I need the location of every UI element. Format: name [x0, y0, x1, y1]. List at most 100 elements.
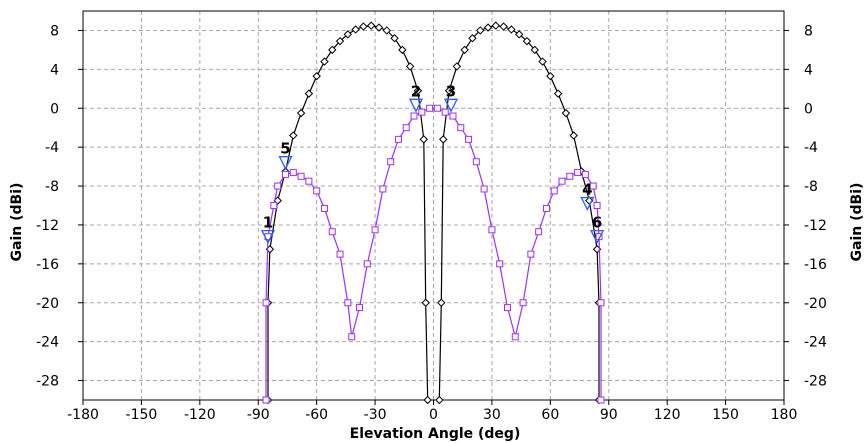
- x-tick-label: -30: [364, 407, 387, 423]
- diamond-point: [413, 86, 423, 95]
- x-tick-label: -60: [305, 407, 328, 423]
- square-point: [593, 202, 601, 209]
- square-point: [542, 204, 550, 212]
- x-tick-label: 30: [483, 407, 501, 423]
- diamond-point: [435, 395, 444, 405]
- square-point: [320, 204, 328, 212]
- diamond-point: [382, 26, 391, 35]
- diamond-point: [499, 22, 508, 31]
- diamond-point: [366, 21, 376, 30]
- square-point: [480, 185, 488, 193]
- square-point: [328, 228, 336, 236]
- diamond-point: [522, 36, 532, 46]
- diamond-point: [546, 71, 555, 81]
- diamond-point: [468, 34, 477, 43]
- diamond-point: [444, 86, 454, 95]
- diamond-point: [452, 62, 462, 71]
- diamond-point: [439, 135, 448, 144]
- square-point: [387, 158, 395, 166]
- square-point: [262, 299, 270, 307]
- square-point: [371, 226, 379, 234]
- diamond-point: [507, 25, 516, 34]
- square-point: [336, 250, 344, 258]
- square-point: [313, 187, 321, 195]
- diamond-point: [335, 36, 345, 46]
- square-point: [262, 396, 270, 404]
- y-tick-label-right: -24: [804, 335, 827, 351]
- diamond-point: [289, 131, 298, 140]
- y-tick-label-left: 4: [50, 62, 59, 78]
- diamond-point: [460, 45, 469, 55]
- diamond-point: [514, 30, 524, 39]
- y-tick-label-right: 4: [804, 62, 813, 78]
- marker-triangle-1: [260, 229, 276, 245]
- marker-label-3: 3: [446, 82, 456, 100]
- y-axis-title-right: Gain (dBi): [849, 183, 865, 262]
- diamond-point: [423, 395, 432, 405]
- diamond-point: [359, 22, 368, 31]
- y-tick-label-right: -20: [804, 296, 827, 312]
- x-tick-label: 0: [429, 407, 438, 423]
- square-point: [574, 168, 582, 176]
- x-tick-label: -120: [184, 407, 216, 423]
- square-point: [270, 202, 278, 209]
- square-point: [418, 108, 426, 116]
- diamond-point: [304, 89, 314, 98]
- y-tick-label-left: -8: [45, 179, 59, 195]
- square-point: [394, 135, 402, 143]
- diamond-point: [483, 23, 493, 32]
- square-point: [441, 108, 449, 116]
- square-point: [511, 333, 519, 341]
- data-series: [262, 21, 605, 405]
- square-point: [348, 333, 356, 341]
- x-tick-label: -90: [247, 407, 270, 423]
- y-tick-label-left: -12: [36, 218, 59, 234]
- square-point: [356, 304, 364, 312]
- square-point: [449, 112, 457, 120]
- y-tick-label-left: -20: [36, 296, 59, 312]
- square-point: [496, 260, 504, 268]
- y-tick-label-left: -16: [36, 257, 59, 273]
- square-point: [597, 299, 605, 307]
- square-point: [344, 299, 352, 307]
- marker-triangle-6: [590, 229, 605, 245]
- square-point: [410, 112, 418, 120]
- marker-label-1: 1: [263, 214, 273, 232]
- y-tick-label-right: 0: [804, 101, 813, 117]
- numbered-markers: 1 2 3 4 5 6: [260, 82, 605, 245]
- y-tick-label-right: 8: [804, 23, 813, 39]
- x-tick-label: 60: [541, 407, 559, 423]
- square-point: [581, 170, 589, 178]
- x-tick-label: 90: [600, 407, 618, 423]
- y-tick-label-left: -4: [45, 140, 59, 156]
- marker-label-6: 6: [592, 214, 602, 232]
- square-point: [297, 172, 305, 180]
- diamond-point: [328, 45, 337, 55]
- marker-triangle-3: [443, 98, 459, 113]
- square-point: [433, 104, 441, 112]
- y-tick-label-right: -28: [804, 374, 827, 390]
- diamond-point: [421, 298, 430, 307]
- square-point: [589, 182, 597, 190]
- diamond-point: [296, 108, 306, 118]
- square-point: [503, 304, 511, 312]
- y-tick-label-left: 0: [50, 101, 59, 117]
- diamond-point: [530, 45, 539, 55]
- y-tick-label-right: -16: [804, 257, 827, 273]
- diamond-point: [419, 135, 428, 144]
- diamond-point: [569, 131, 578, 140]
- marker-label-4: 4: [582, 181, 592, 199]
- diamond-point: [405, 62, 415, 71]
- y-tick-label-left: 8: [50, 23, 59, 39]
- marker-triangle-4: [580, 196, 595, 212]
- square-point: [457, 124, 465, 132]
- y-tick-label-right: -4: [804, 140, 818, 156]
- diamond-point: [561, 108, 571, 118]
- square-point: [472, 158, 480, 166]
- x-tick-label: 120: [654, 407, 681, 423]
- y-tick-label-left: -24: [36, 335, 59, 351]
- marker-label-5: 5: [280, 140, 290, 158]
- y-tick-label-right: -8: [804, 179, 818, 195]
- diamond-point: [437, 298, 446, 307]
